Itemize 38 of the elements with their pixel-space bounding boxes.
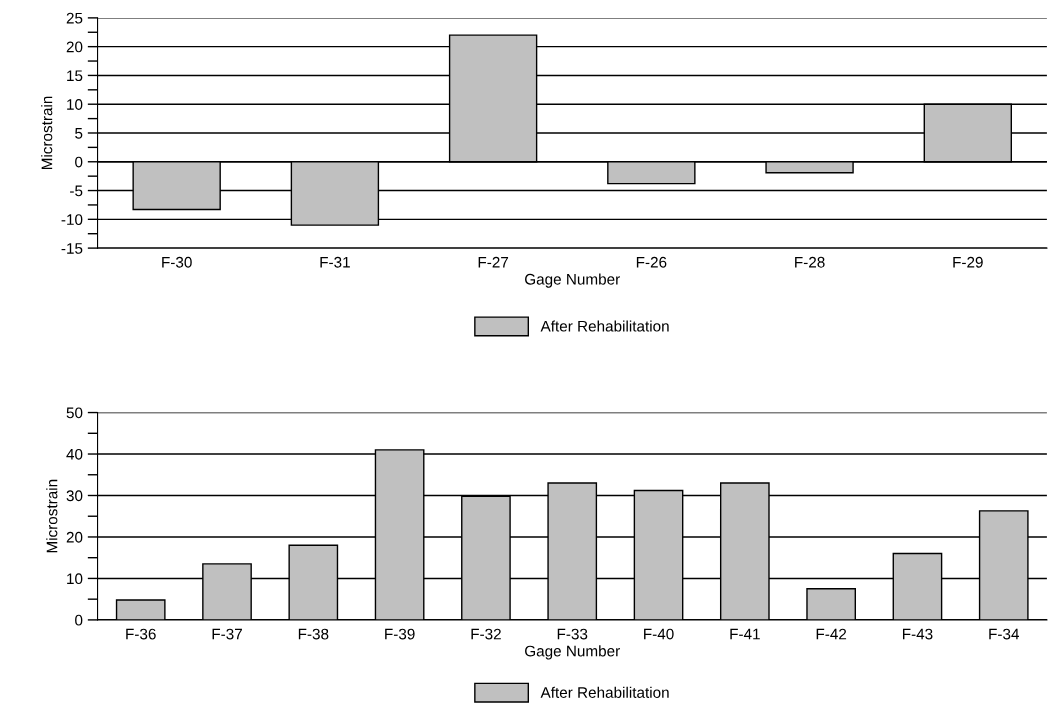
y-axis-title: Microstrain <box>41 96 53 170</box>
x-axis-title: Gage Number <box>525 273 620 288</box>
x-tick-label: F-29 <box>953 256 983 268</box>
x-tick-label: F-37 <box>212 628 242 640</box>
legend-label: After Rehabilitation <box>540 686 669 698</box>
y-tick-label: 10 <box>67 99 83 110</box>
y-tick-label: -15 <box>61 243 83 254</box>
x-tick-label: F-28 <box>795 256 825 268</box>
y-tick-label: 20 <box>66 41 83 53</box>
x-tick-label: F-34 <box>989 628 1020 640</box>
y-tick-label: -10 <box>61 214 83 226</box>
y-tick-label: 5 <box>75 128 83 139</box>
x-tick-label: F-33 <box>557 628 588 640</box>
y-tick-label: 0 <box>75 156 83 168</box>
x-tick-label: F-36 <box>126 628 156 640</box>
y-tick-label: -5 <box>70 185 83 197</box>
x-tick-label: F-38 <box>298 628 329 640</box>
x-tick-label: F-43 <box>902 628 933 640</box>
x-tick-label: F-26 <box>636 256 667 268</box>
x-axis-title: Gage Number <box>525 645 620 660</box>
y-tick-label: 10 <box>67 573 83 585</box>
y-tick-label: 50 <box>66 407 83 419</box>
y-tick-label: 30 <box>66 490 83 502</box>
x-tick-label: F-32 <box>471 628 501 640</box>
x-tick-label: F-27 <box>478 256 509 268</box>
y-tick-label: 25 <box>66 12 83 24</box>
x-tick-label: F-39 <box>385 628 415 640</box>
legend-label: After Rehabilitation <box>540 320 669 332</box>
x-tick-label: F-30 <box>162 256 192 268</box>
x-tick-label: F-31 <box>320 256 350 268</box>
y-tick-label: 0 <box>75 614 83 626</box>
x-tick-label: F-41 <box>730 628 760 640</box>
y-axis-title: Microstrain <box>46 479 58 553</box>
y-tick-label: 15 <box>67 70 83 82</box>
y-tick-label: 40 <box>66 448 83 460</box>
x-tick-label: F-42 <box>816 628 847 640</box>
y-tick-label: 20 <box>66 531 83 543</box>
x-tick-label: F-40 <box>644 628 674 640</box>
